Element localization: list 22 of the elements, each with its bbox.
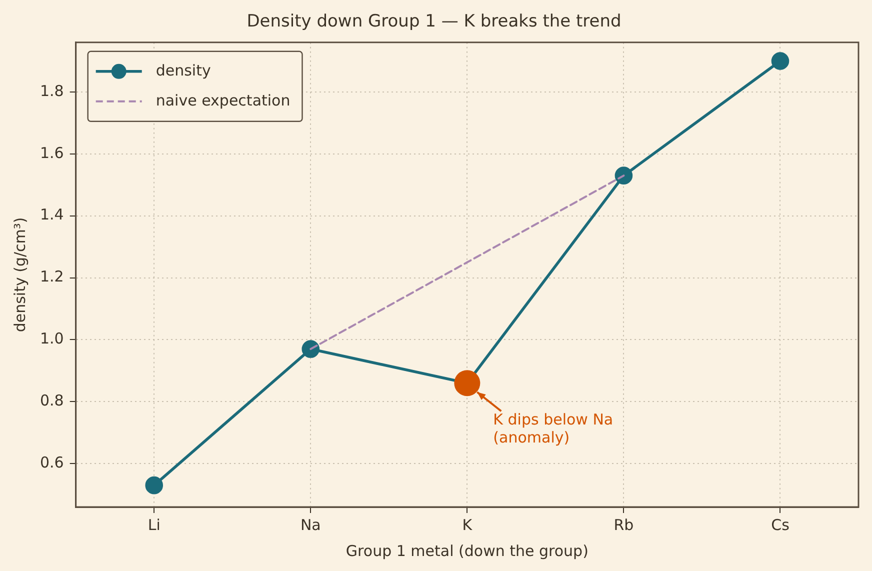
- annotation: K dips below Na (anomaly): [493, 410, 614, 446]
- y-tick-label: 0.8: [40, 392, 64, 410]
- x-tick-label: Li: [148, 516, 160, 534]
- y-tick-label: 1.2: [40, 268, 64, 286]
- y-tick-label: 1.0: [40, 330, 64, 348]
- x-axis-title: Group 1 metal (down the group): [346, 542, 588, 560]
- point: [614, 166, 633, 184]
- point: [145, 476, 164, 494]
- x-tick-label: Cs: [771, 516, 790, 534]
- legend-label: density: [156, 61, 211, 80]
- y-tick-label: 1.8: [40, 82, 64, 100]
- x-tick-label: Rb: [614, 516, 634, 534]
- legend-label: naive expectation: [156, 91, 290, 110]
- chart-title: Density down Group 1 — K breaks the trend: [246, 12, 622, 32]
- x-tick-label: Na: [300, 516, 321, 534]
- y-tick-label: 0.6: [40, 454, 64, 472]
- y-tick-label: 1.6: [40, 144, 64, 162]
- point: [771, 52, 790, 70]
- y-tick-label: 1.4: [40, 206, 64, 224]
- y-axis-title: density (g/cm³): [10, 217, 29, 332]
- point: [302, 340, 320, 358]
- x-tick-label: K: [462, 516, 474, 534]
